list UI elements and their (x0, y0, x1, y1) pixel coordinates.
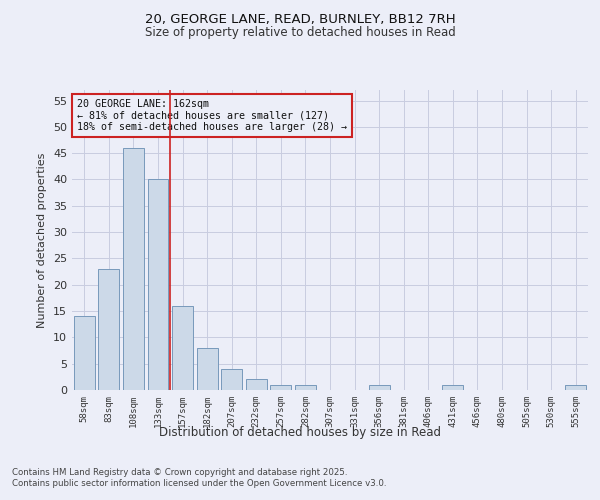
Bar (271, 384, 292, 390)
Bar (98, 269, 119, 390)
Text: Contains HM Land Registry data © Crown copyright and database right 2025.
Contai: Contains HM Land Registry data © Crown c… (12, 468, 386, 487)
Bar (295, 384, 316, 390)
Text: 20, GEORGE LANE, READ, BURNLEY, BB12 7RH: 20, GEORGE LANE, READ, BURNLEY, BB12 7RH (145, 12, 455, 26)
Bar (246, 380, 267, 390)
Text: 20 GEORGE LANE: 162sqm
← 81% of detached houses are smaller (127)
18% of semi-de: 20 GEORGE LANE: 162sqm ← 81% of detached… (77, 99, 347, 132)
Text: Size of property relative to detached houses in Read: Size of property relative to detached ho… (145, 26, 455, 39)
Bar (148, 180, 169, 390)
Bar (368, 384, 389, 390)
Text: Distribution of detached houses by size in Read: Distribution of detached houses by size … (159, 426, 441, 439)
Y-axis label: Number of detached properties: Number of detached properties (37, 152, 47, 328)
Bar (172, 306, 193, 390)
Bar (197, 348, 218, 390)
Bar (221, 369, 242, 390)
Bar (565, 384, 586, 390)
Bar (123, 148, 144, 390)
Bar (442, 384, 463, 390)
Bar (74, 316, 95, 390)
